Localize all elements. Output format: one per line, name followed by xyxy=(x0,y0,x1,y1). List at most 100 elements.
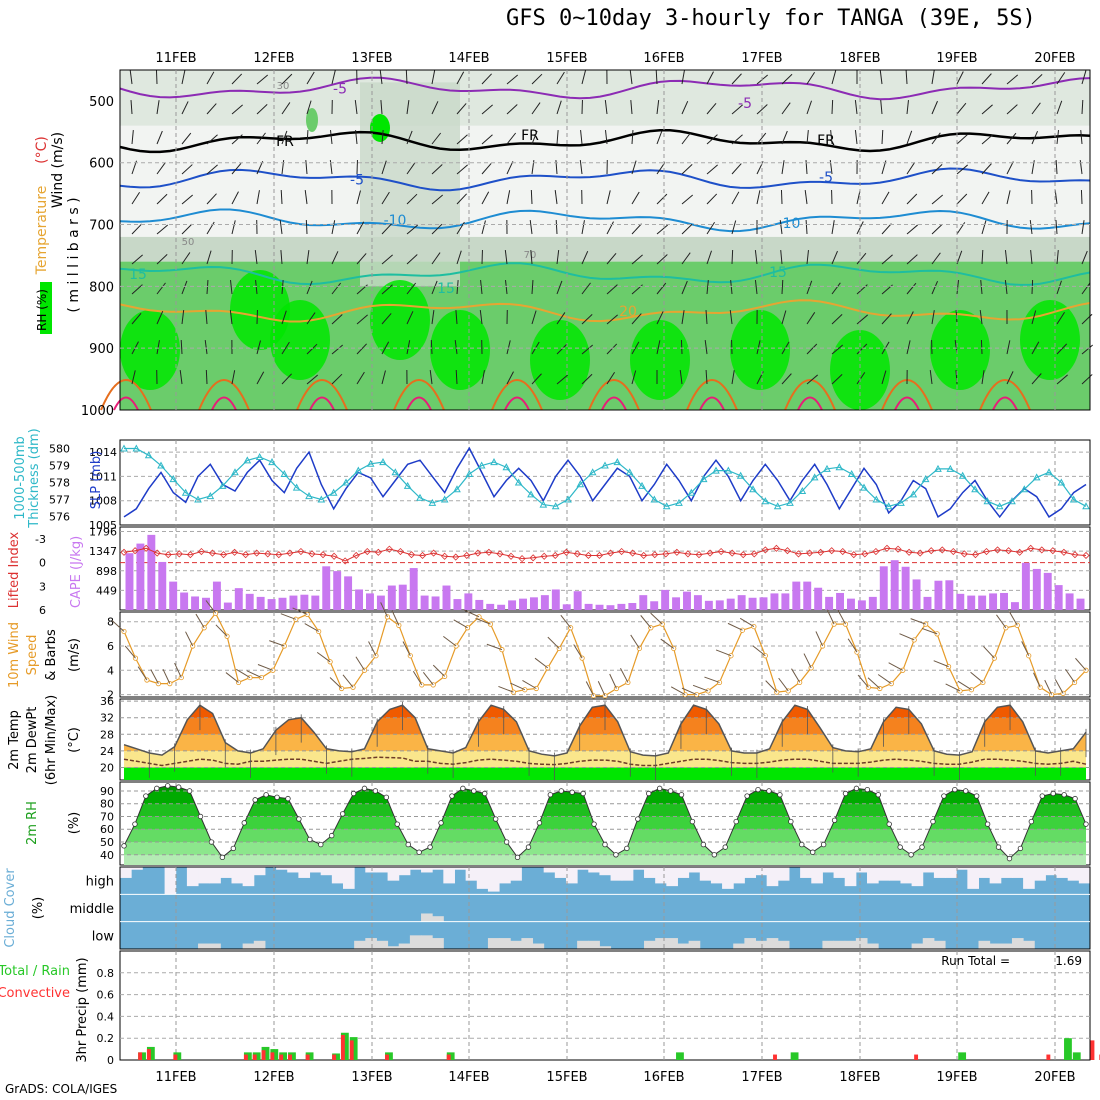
cape-bar xyxy=(792,581,801,610)
dewpoint-series-line xyxy=(123,756,1087,767)
wind-barb xyxy=(906,100,909,115)
precip-total-bar xyxy=(676,1052,684,1060)
wind-barb xyxy=(1006,74,1018,85)
wind-barb xyxy=(1006,190,1011,205)
isotherm-line xyxy=(894,396,920,411)
li-point xyxy=(396,547,405,556)
precip-convective-bar xyxy=(279,1054,284,1060)
cape-bar xyxy=(278,597,287,610)
wind-barb xyxy=(620,668,629,683)
thickness-point xyxy=(317,495,326,503)
wind-barb xyxy=(906,162,916,175)
rh-point xyxy=(307,836,313,843)
cape-bar xyxy=(191,596,200,610)
wind-barb xyxy=(650,612,663,625)
cloud-low-cell xyxy=(989,943,1002,949)
rh-plume xyxy=(370,280,430,360)
precip-tick-label: 0 xyxy=(107,1054,114,1067)
wind-barb xyxy=(581,251,589,265)
wind-barb xyxy=(156,162,166,175)
wind-barb xyxy=(431,223,443,235)
rh-point xyxy=(886,821,892,827)
wind-barb xyxy=(606,284,618,295)
wind-barb xyxy=(1006,132,1017,145)
wind-barb xyxy=(480,280,483,295)
thickness-point xyxy=(206,492,215,500)
rh-legend-swatch xyxy=(40,282,52,334)
wind-barb xyxy=(481,104,493,115)
rh-plume xyxy=(530,320,590,400)
wind-barb xyxy=(429,370,433,385)
wind-barb xyxy=(815,631,824,647)
thickness-point xyxy=(724,466,733,474)
wind-barb xyxy=(660,638,675,649)
cloud-high-clear xyxy=(644,867,656,878)
li-point xyxy=(883,544,891,552)
wind-barb xyxy=(455,369,458,385)
wind-barb xyxy=(981,134,993,145)
wind-barb xyxy=(981,249,984,265)
wind-barb xyxy=(130,99,133,115)
wind-barb xyxy=(556,343,568,355)
wind-barb xyxy=(1075,657,1087,671)
wind-barb xyxy=(1081,344,1094,355)
isotherm-line xyxy=(601,396,627,411)
li-point xyxy=(142,544,150,552)
thickness-point xyxy=(909,490,918,498)
wind-barb xyxy=(706,134,718,145)
thickness-point xyxy=(625,468,634,476)
temp-ylabel: (°C) xyxy=(67,727,82,753)
thickness-point xyxy=(687,488,696,496)
cloud-high-clear xyxy=(577,867,589,870)
upper-air-ylabel-temperature: Temperature xyxy=(34,186,50,276)
wind-barb xyxy=(181,280,188,295)
wind-barb xyxy=(727,622,743,631)
top-date-label: 20FEB xyxy=(1034,51,1075,66)
upper-air-ylabel-millibars: ( m i l l i b a r s ) xyxy=(66,197,82,312)
temperature-contour-label: -5 xyxy=(350,172,364,188)
rh-point xyxy=(580,790,586,797)
isotherm-line xyxy=(119,299,1091,323)
wind-barb xyxy=(631,341,640,355)
wind-barb xyxy=(1054,679,1064,694)
cloud-level-label: middle xyxy=(70,902,114,917)
wind-barb xyxy=(729,310,733,325)
wind-barb xyxy=(956,71,964,85)
wind-barb xyxy=(131,130,134,145)
precip-ylabel-total: Total / Rain xyxy=(0,964,70,979)
thickness-point xyxy=(465,469,474,477)
cape-bar xyxy=(923,596,932,610)
cloud-high-clear xyxy=(688,867,701,873)
wind-barb xyxy=(929,370,933,385)
slp-tick-label: 1008 xyxy=(89,495,117,508)
wind-barb xyxy=(304,623,319,632)
wind-barb xyxy=(356,221,365,235)
wind-barb xyxy=(631,370,637,385)
upper-air-ylabel-rh: RH (%) xyxy=(35,289,49,331)
wind-barb xyxy=(456,103,467,115)
cape-bar xyxy=(748,597,757,610)
wind-barb xyxy=(530,250,533,265)
wind-barb xyxy=(406,130,413,145)
wind-barb xyxy=(556,312,566,325)
rh-point xyxy=(842,790,849,797)
cape-bar xyxy=(212,581,221,610)
cape-bar xyxy=(529,597,538,610)
wind-barb xyxy=(255,280,258,295)
rh-point xyxy=(766,788,772,794)
wind-barb xyxy=(430,339,433,355)
li-point xyxy=(927,547,935,555)
wind-barb xyxy=(581,220,585,235)
wind-barb xyxy=(356,343,367,355)
thickness-point xyxy=(712,466,720,474)
cape-bar xyxy=(223,602,232,610)
wind-barb xyxy=(681,194,694,205)
wind-barb xyxy=(432,664,446,677)
li-point xyxy=(197,547,205,556)
cape-bar xyxy=(715,600,724,610)
li-point xyxy=(839,547,847,556)
li-point xyxy=(253,549,261,557)
wind-barb xyxy=(456,250,462,265)
cloud-low-cell xyxy=(421,935,433,949)
wind-barb xyxy=(681,101,689,115)
